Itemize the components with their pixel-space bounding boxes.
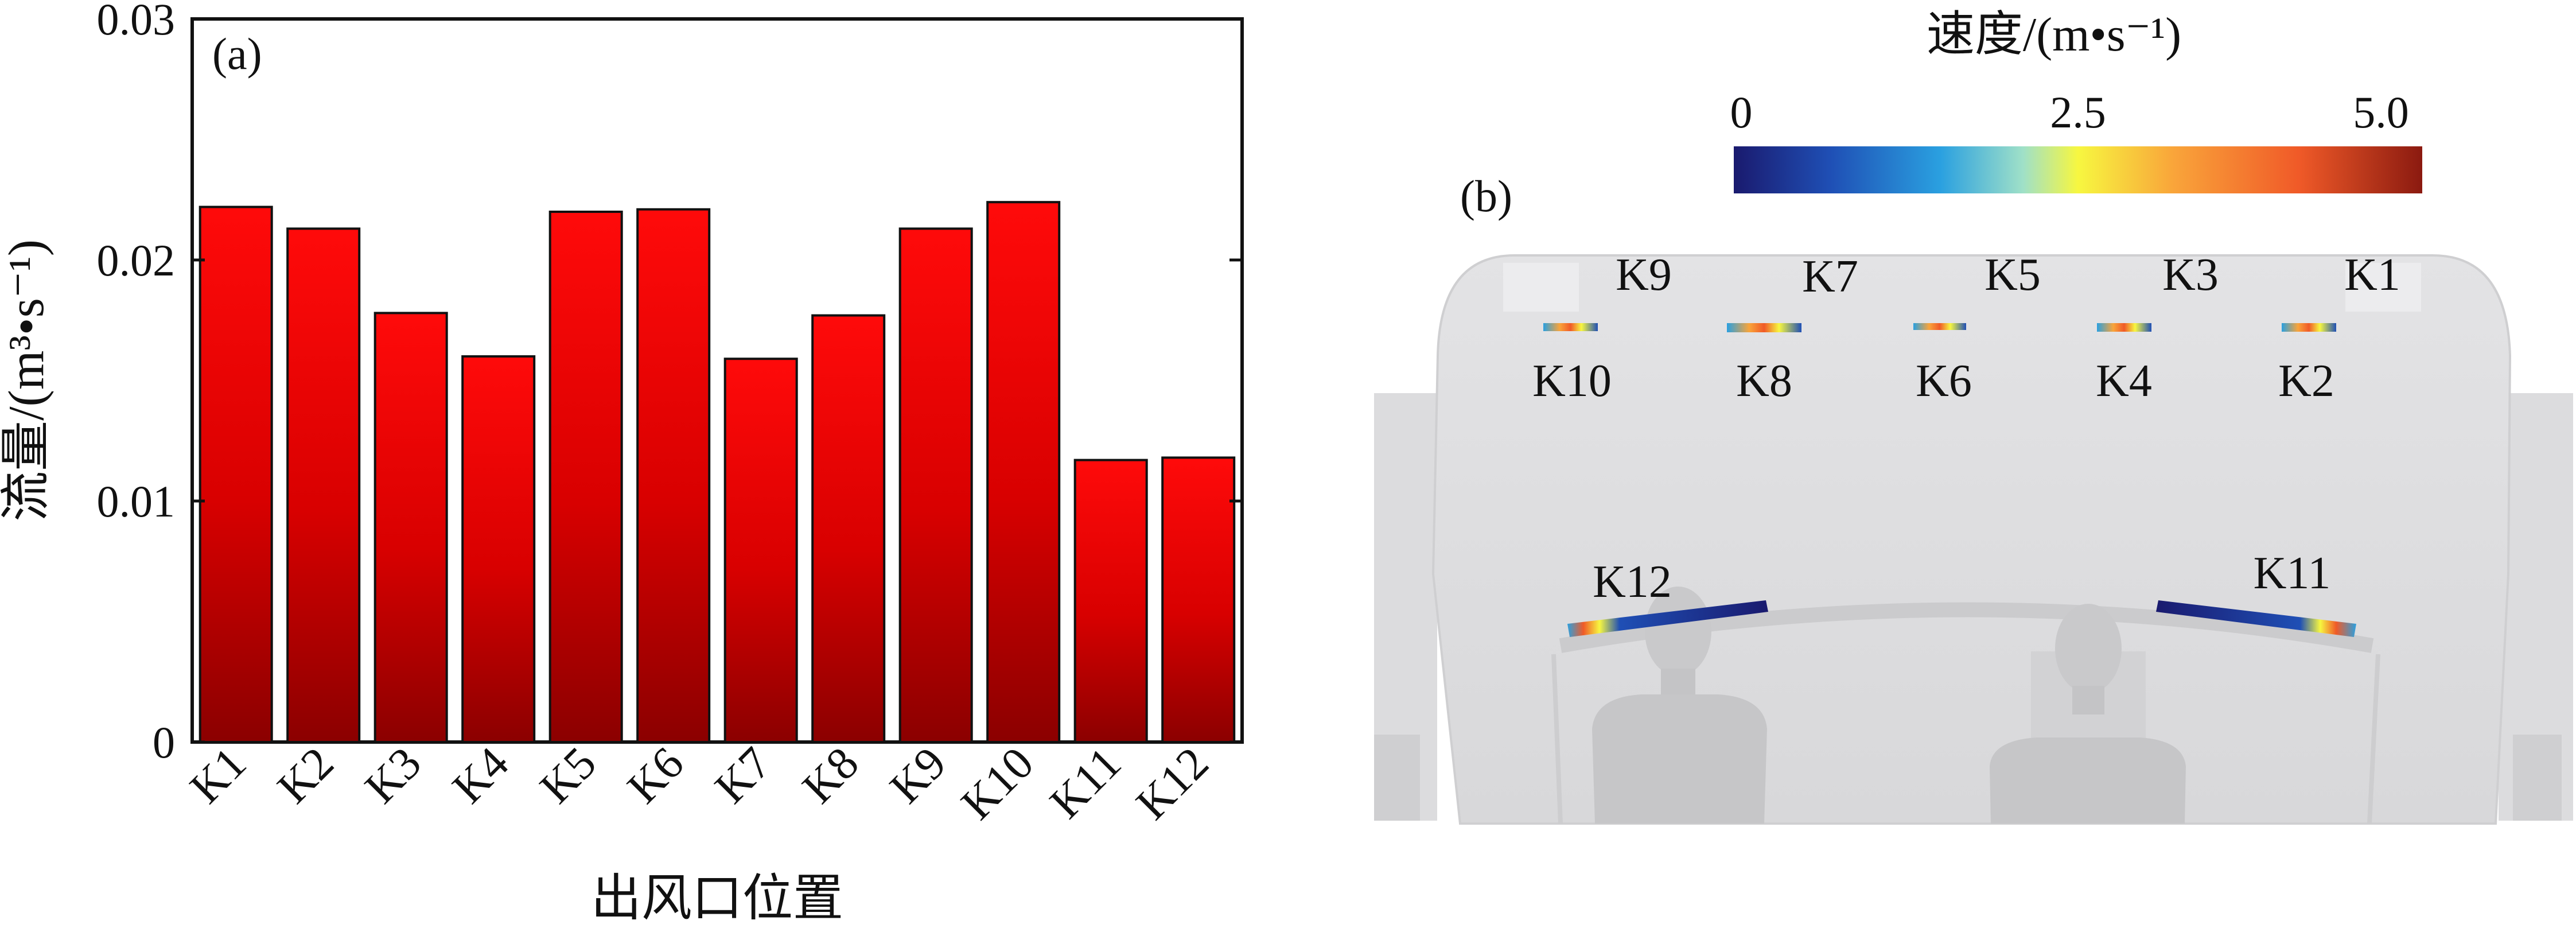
outlet-label-k10: K10 bbox=[1532, 356, 1612, 406]
outlet-label-k7: K7 bbox=[1802, 251, 1858, 302]
bar-k9 bbox=[898, 227, 973, 743]
y-axis-title: 流量/(m³•s⁻¹) bbox=[0, 239, 55, 522]
y-tick-label: 0.03 bbox=[97, 0, 176, 44]
outlet-label-k2: K2 bbox=[2278, 356, 2334, 406]
vent-k9-k10 bbox=[1543, 323, 1598, 331]
bar-k3 bbox=[373, 312, 448, 743]
outlet-label-k9: K9 bbox=[1616, 250, 1672, 300]
bar-k1 bbox=[199, 205, 273, 744]
bar-k7 bbox=[723, 358, 798, 743]
colorbar-tick-mid: 2.5 bbox=[2050, 87, 2106, 137]
window-patch-left bbox=[1503, 263, 1579, 312]
vent-k7-k8 bbox=[1727, 323, 1801, 332]
x-tick-label: K1 bbox=[181, 738, 256, 813]
bar-k6 bbox=[636, 208, 711, 743]
outlet-label-k11: K11 bbox=[2254, 548, 2331, 599]
outlet-label-k5: K5 bbox=[1984, 250, 2041, 300]
x-tick-label: K3 bbox=[356, 738, 431, 813]
x-tick-label: K2 bbox=[268, 738, 343, 813]
x-tick-label: K8 bbox=[793, 738, 868, 813]
x-tick-label: K9 bbox=[881, 738, 956, 813]
window-patch-right bbox=[2345, 263, 2421, 312]
outlet-label-k6: K6 bbox=[1916, 356, 1972, 406]
panel-label-a: (a) bbox=[212, 29, 262, 79]
occupant-left bbox=[1592, 587, 1767, 824]
bar-k8 bbox=[811, 314, 886, 743]
bar-k2 bbox=[286, 227, 361, 743]
side-block-right bbox=[2513, 735, 2562, 821]
vent-k12 bbox=[1567, 600, 1768, 637]
x-tick-label: K6 bbox=[618, 738, 693, 813]
vent-k3-k4 bbox=[2097, 323, 2151, 332]
bar-chart-panel: 0 0.01 0.02 0.03 K1 K2 K3 K4 K5 K6 K7 K8 K9K10K11K1… bbox=[0, 0, 1244, 927]
velocity-contour-panel: 速度/(m•s⁻¹) 0 2.5 5.0 (b) bbox=[1374, 8, 2573, 825]
x-tick-label: K12 bbox=[1127, 738, 1219, 830]
plot-frame bbox=[190, 17, 1244, 744]
x-tick-label: K11 bbox=[1040, 738, 1131, 829]
bar-k5 bbox=[548, 211, 623, 743]
outlet-label-k12: K12 bbox=[1593, 557, 1672, 607]
colorbar-tick-min: 0 bbox=[1730, 87, 1753, 137]
bar-k12 bbox=[1161, 456, 1236, 744]
side-block-left bbox=[1374, 735, 1420, 821]
x-tick-label: K5 bbox=[531, 738, 606, 813]
outlet-label-k8: K8 bbox=[1736, 356, 1792, 406]
colorbar-tick-max: 5.0 bbox=[2353, 87, 2409, 137]
y-tick-label: 0 bbox=[153, 717, 175, 767]
cabin-body bbox=[1431, 254, 2512, 825]
colorbar-title: 速度/(m•s⁻¹) bbox=[1927, 8, 2181, 61]
bars-group bbox=[199, 201, 1236, 744]
colorbar bbox=[1734, 146, 2422, 193]
occupant-right bbox=[1990, 604, 2186, 824]
y-tick-label: 0.01 bbox=[97, 476, 176, 526]
bar-k10 bbox=[986, 201, 1061, 743]
cabin-model bbox=[1374, 254, 2573, 825]
vent-k11 bbox=[2156, 600, 2356, 637]
outlet-label-k3: K3 bbox=[2162, 250, 2219, 300]
x-tick-label: K7 bbox=[706, 738, 781, 813]
panel-label-b: (b) bbox=[1460, 171, 1512, 221]
outlet-labels: K1 K2 K3 K4 K5 K6 K7 K8 K9 K10 K11 K12 bbox=[1532, 250, 2400, 607]
y-tick-label: 0.02 bbox=[97, 235, 176, 285]
outlet-label-k1: K1 bbox=[2344, 250, 2400, 300]
outlet-label-k4: K4 bbox=[2096, 356, 2152, 406]
x-tick-label: K10 bbox=[952, 738, 1044, 830]
bar-k4 bbox=[461, 355, 536, 743]
y-axis: 0 0.01 0.02 0.03 bbox=[97, 0, 1242, 767]
x-tick-label: K4 bbox=[443, 738, 518, 813]
vent-k5-k6 bbox=[1913, 323, 1966, 330]
vent-row-top bbox=[1543, 323, 2336, 332]
dashboard-lower bbox=[1551, 654, 2380, 824]
bar-k11 bbox=[1073, 459, 1148, 743]
vent-k1-k2 bbox=[2282, 323, 2336, 332]
x-axis-title: 出风口位置 bbox=[591, 871, 843, 927]
